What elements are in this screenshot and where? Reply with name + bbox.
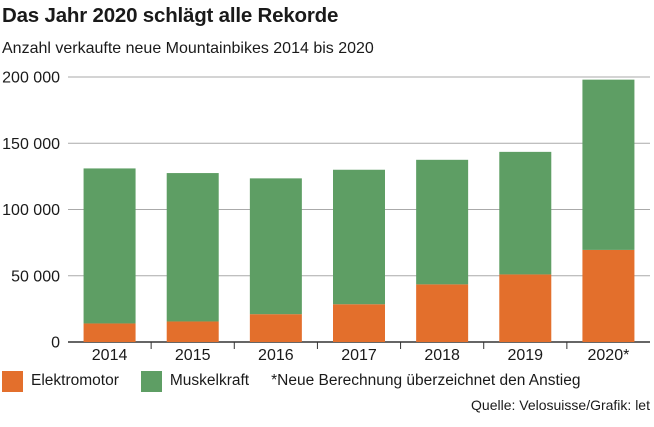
- source-credit: Quelle: Velosuisse/Grafik: let: [471, 397, 650, 413]
- bar-elektromotor-2015: [166, 321, 219, 342]
- legend: Elektromotor Muskelkraft *Neue Berechnun…: [2, 370, 581, 392]
- x-tick-label: 2015: [175, 347, 211, 364]
- legend-swatch-muskelkraft: [140, 370, 162, 392]
- bar-muskelkraft-2017: [333, 169, 385, 305]
- y-tick-label: 0: [51, 335, 60, 352]
- bar-elektromotor-2020: [582, 249, 635, 342]
- x-tick-label: 2017: [341, 347, 377, 364]
- bar-muskelkraft-2016: [249, 178, 302, 315]
- x-tick-label: 2018: [424, 347, 460, 364]
- y-tick-label: 200 000: [2, 70, 60, 87]
- bar-elektromotor-2016: [249, 314, 302, 342]
- bar-elektromotor-2018: [416, 284, 469, 342]
- x-tick-label: 2019: [507, 347, 543, 364]
- chart-title: Das Jahr 2020 schlägt alle Rekorde: [2, 4, 339, 27]
- bar-muskelkraft-2014: [83, 168, 136, 324]
- bar-elektromotor-2017: [333, 304, 385, 342]
- footnote: *Neue Berechnung überzeichnet den Anstie…: [271, 372, 581, 389]
- x-tick-label: 2014: [92, 347, 128, 364]
- bar-muskelkraft-2020: [582, 79, 635, 250]
- legend-swatch-elektromotor: [2, 370, 23, 392]
- bar-muskelkraft-2018: [416, 159, 469, 285]
- bar-muskelkraft-2019: [499, 151, 552, 275]
- bar-muskelkraft-2015: [166, 173, 219, 322]
- x-tick-label: 2020*: [588, 347, 630, 364]
- bar-elektromotor-2014: [83, 323, 136, 342]
- y-tick-label: 50 000: [11, 268, 60, 285]
- y-tick-label: 150 000: [2, 136, 60, 153]
- y-tick-label: 100 000: [2, 202, 60, 219]
- chart-subtitle: Anzahl verkaufte neue Mountainbikes 2014…: [2, 40, 374, 57]
- bar-elektromotor-2019: [499, 274, 552, 342]
- legend-label-elektromotor: Elektromotor: [31, 372, 119, 389]
- legend-label-muskelkraft: Muskelkraft: [169, 372, 250, 389]
- x-tick-label: 2016: [258, 347, 294, 364]
